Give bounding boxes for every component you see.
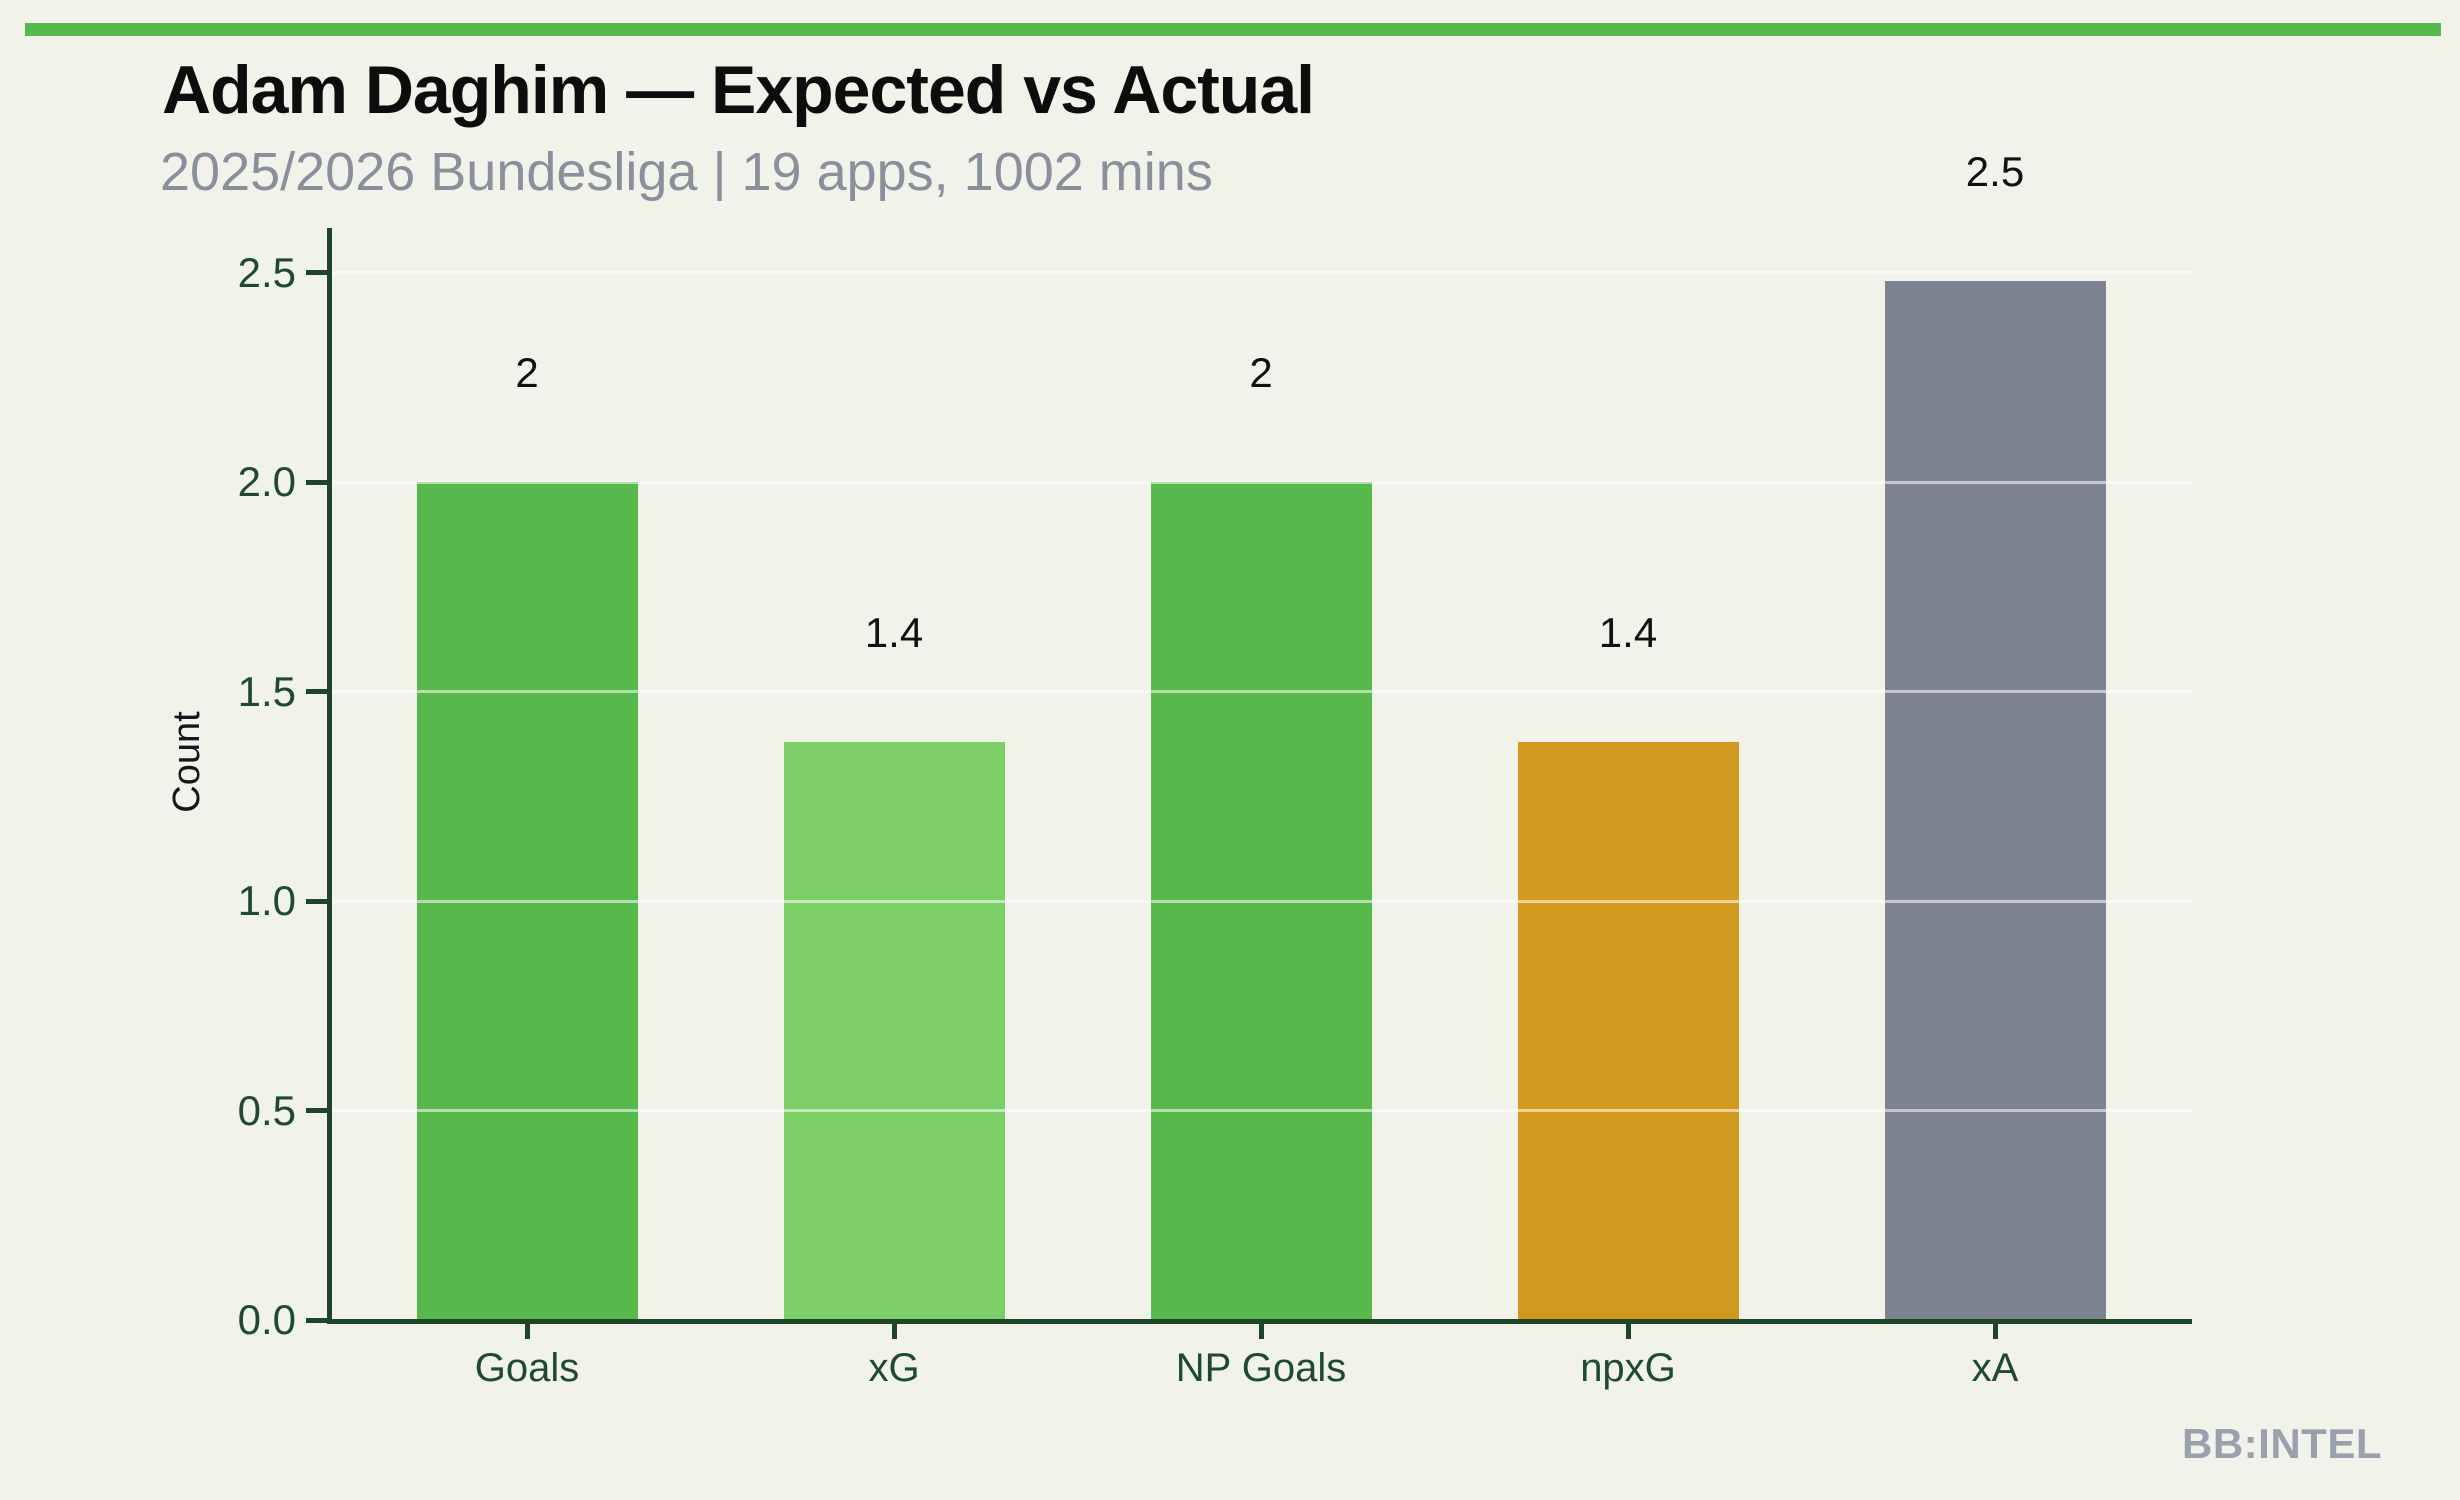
- x-tick-mark-npxg: [1625, 1322, 1631, 1339]
- gridline-2.5: [333, 271, 2192, 274]
- y-axis: [327, 228, 332, 1324]
- gridline-1.0: [333, 899, 2192, 903]
- bar-xa: [1884, 280, 2106, 1320]
- chart-title: Adam Daghim — Expected vs Actual: [162, 52, 1315, 128]
- x-tick-label-np-goals: NP Goals: [1175, 1346, 1347, 1390]
- x-tick-mark-xa: [1992, 1322, 1998, 1339]
- y-tick-label-0.0: 0.0: [237, 1296, 296, 1343]
- x-axis: [327, 1319, 2192, 1324]
- x-tick-mark-np-goals: [1258, 1322, 1264, 1339]
- y-tick-label-2.5: 2.5: [237, 248, 296, 296]
- x-tick-mark-xg: [891, 1322, 897, 1339]
- bar-xg: [783, 741, 1005, 1320]
- bar-value-label-xg: 1.4: [864, 608, 924, 656]
- y-tick-mark-2.5: [306, 270, 330, 275]
- y-tick-mark-2.0: [306, 479, 330, 485]
- watermark: BB:INTEL: [2182, 1420, 2382, 1467]
- y-tick-label-2.0: 2.0: [237, 458, 296, 505]
- y-axis-title: Count: [166, 711, 208, 813]
- y-tick-label-0.5: 0.5: [237, 1086, 296, 1134]
- accent-top-bar: [25, 23, 2441, 36]
- gridline-1.5: [333, 690, 2192, 693]
- y-tick-label-1.5: 1.5: [237, 667, 296, 715]
- gridline-2.0: [333, 480, 2192, 484]
- bar-value-label-xa: 2.5: [1965, 147, 2025, 195]
- y-tick-mark-0.5: [306, 1108, 330, 1113]
- bar-value-label-np-goals: 2: [1249, 349, 1273, 396]
- x-tick-label-xa: xA: [1971, 1346, 2019, 1390]
- y-tick-mark-1.5: [306, 689, 330, 694]
- gridline-0.5: [333, 1109, 2192, 1112]
- bar-value-label-npxg: 1.4: [1598, 608, 1658, 656]
- x-tick-label-npxg: npxG: [1580, 1346, 1676, 1390]
- x-tick-label-goals: Goals: [474, 1346, 580, 1390]
- x-tick-mark-goals: [524, 1322, 530, 1339]
- bar-value-label-goals: 2: [515, 349, 539, 396]
- chart-subtitle: 2025/2026 Bundesliga | 19 apps, 1002 min…: [160, 142, 1213, 202]
- x-tick-label-xg: xG: [868, 1346, 920, 1390]
- y-tick-label-1.0: 1.0: [237, 877, 296, 924]
- y-tick-mark-1.0: [306, 898, 330, 904]
- bar-npxg: [1517, 741, 1739, 1320]
- y-tick-mark-0.0: [306, 1317, 330, 1323]
